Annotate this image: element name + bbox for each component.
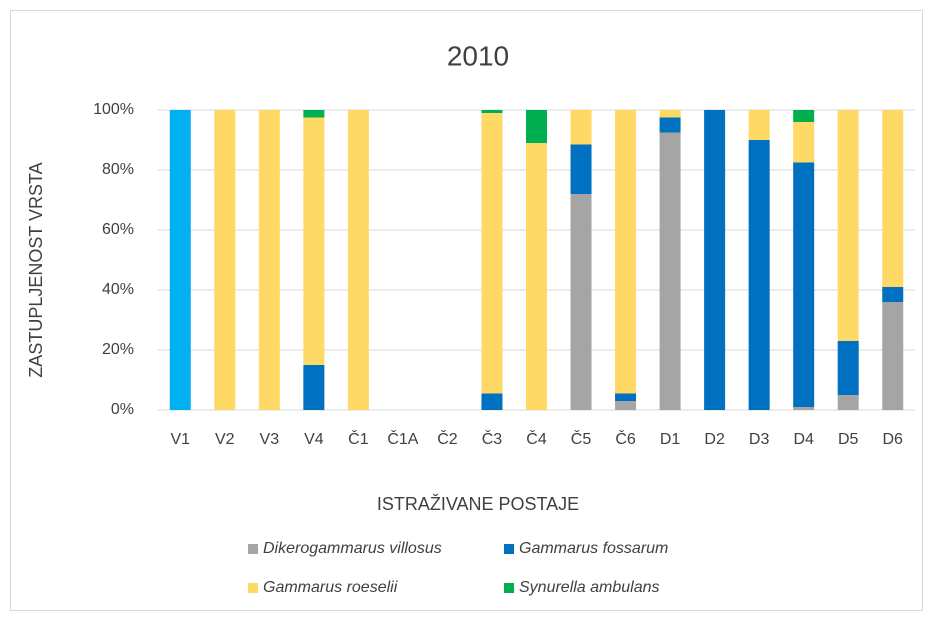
bar-segment	[882, 302, 904, 410]
bar-segment	[526, 143, 547, 410]
x-axis-title: ISTRAŽIVANE POSTAJE	[377, 494, 579, 514]
x-tick-label: Č4	[526, 429, 547, 448]
bar-segment	[793, 162, 815, 407]
bar-segment	[615, 401, 637, 410]
legend-label: Gammarus roeselii	[263, 579, 398, 596]
bar-segment	[570, 110, 592, 145]
legend-swatch	[504, 544, 514, 554]
x-tick-label: D3	[749, 431, 770, 448]
chart-frame	[10, 10, 923, 611]
bar-segment	[659, 110, 681, 118]
bar-segment	[570, 194, 592, 410]
bar-segment	[837, 110, 859, 341]
bar-segment	[748, 110, 770, 140]
bar-segment	[347, 110, 369, 410]
bar-segment	[837, 341, 859, 395]
bar-segment	[837, 395, 859, 410]
bar-segment	[526, 110, 547, 143]
x-tick-label: Č5	[571, 429, 592, 448]
bar-segment	[704, 110, 726, 410]
chart-title: 2010	[447, 40, 509, 71]
y-tick-label: 20%	[102, 341, 134, 358]
bar-segment	[793, 407, 815, 410]
bar-segment	[615, 110, 637, 394]
bar-segment	[659, 132, 681, 410]
x-tick-label: Č2	[437, 429, 458, 448]
bar-segment	[303, 365, 325, 410]
bar-segment	[882, 110, 904, 287]
x-tick-label: V2	[215, 431, 235, 448]
bar-segment	[481, 110, 503, 113]
bar-segment	[793, 110, 815, 122]
x-tick-label: D5	[838, 431, 859, 448]
bar-segment	[258, 110, 280, 410]
y-tick-label: 60%	[102, 221, 134, 238]
bar-segment	[481, 393, 503, 410]
x-tick-label: Č3	[482, 429, 503, 448]
bar-segment	[481, 113, 503, 394]
x-tick-label: D2	[704, 431, 725, 448]
x-tick-label: Č1	[348, 429, 369, 448]
y-tick-label: 0%	[111, 401, 134, 418]
bar-segment	[793, 122, 815, 163]
legend-label: Gammarus fossarum	[519, 540, 668, 557]
x-tick-label: D1	[660, 431, 681, 448]
legend-swatch	[248, 583, 258, 593]
bar-segment	[615, 393, 637, 401]
legend-label: Synurella ambulans	[519, 579, 660, 596]
legend-swatch	[504, 583, 514, 593]
x-tick-label: V3	[260, 431, 280, 448]
x-tick-label: Č6	[615, 429, 636, 448]
x-tick-label: Č1A	[387, 429, 418, 448]
y-axis-title: ZASTUPLJENOST VRSTA	[26, 162, 46, 377]
bar-segment	[214, 110, 236, 410]
x-tick-label: V4	[304, 431, 324, 448]
x-tick-label: D4	[793, 431, 814, 448]
y-tick-label: 80%	[102, 161, 134, 178]
bar-segment	[303, 117, 325, 365]
bar-segment	[882, 287, 904, 302]
bar-segment	[659, 117, 681, 133]
legend-label: Dikerogammarus villosus	[263, 540, 442, 557]
bar-segment	[570, 144, 592, 194]
x-tick-label: D6	[883, 431, 904, 448]
bar-segment	[169, 110, 191, 410]
bar-segment	[303, 110, 325, 118]
legend-swatch	[248, 544, 258, 554]
x-tick-label: V1	[170, 431, 190, 448]
y-tick-label: 40%	[102, 281, 134, 298]
bar-segment	[748, 140, 770, 410]
y-tick-label: 100%	[93, 101, 134, 118]
